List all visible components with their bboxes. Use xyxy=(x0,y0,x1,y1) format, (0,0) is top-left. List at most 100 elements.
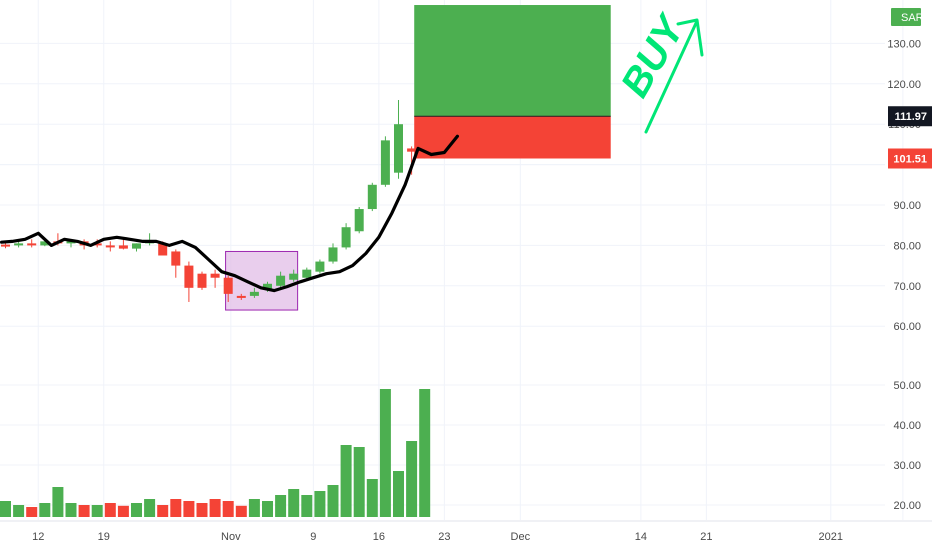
volume-tick-label: 40.00 xyxy=(893,420,921,432)
candle-body xyxy=(92,243,102,246)
volume-bar xyxy=(65,503,77,517)
candle-body xyxy=(236,295,246,298)
volume-bar xyxy=(288,489,300,517)
volume-bar xyxy=(248,499,260,517)
candle-body xyxy=(66,241,76,244)
candle-body xyxy=(354,209,364,232)
price-tick-label: 60.00 xyxy=(893,321,921,333)
volume-bar xyxy=(13,505,25,517)
time-tick-label: 2021 xyxy=(819,531,843,543)
volume-bar xyxy=(379,389,391,517)
price-tick-label: 120.00 xyxy=(887,79,921,91)
volume-bar xyxy=(275,495,287,517)
candle-body xyxy=(210,273,220,278)
grid xyxy=(0,0,904,520)
candle-body xyxy=(158,243,168,256)
time-tick-label: 9 xyxy=(310,531,316,543)
volume-bar xyxy=(314,491,326,517)
price-marker-label: 111.97 xyxy=(895,111,927,123)
candle-body xyxy=(249,291,259,296)
price-marker xyxy=(888,106,932,127)
candle-body xyxy=(263,283,272,290)
volume-bar xyxy=(91,505,103,517)
volume-bar xyxy=(183,501,195,517)
long-position-tool[interactable] xyxy=(414,5,611,159)
price-marker xyxy=(888,148,932,169)
volume-bar xyxy=(222,501,234,517)
position-profit-zone xyxy=(414,5,611,117)
candle-body xyxy=(105,245,115,248)
time-tick-label: 21 xyxy=(700,531,712,543)
volume-bar xyxy=(52,487,64,517)
volume-bar xyxy=(406,441,418,517)
candle-body xyxy=(380,140,390,185)
volume-tick-label: 50.00 xyxy=(893,380,921,392)
price-tick-label: 90.00 xyxy=(893,200,921,212)
price-tick-label: 70.00 xyxy=(893,281,921,293)
symbol-badge-label: SAR xyxy=(901,12,924,24)
volume-bar xyxy=(340,445,352,517)
volume-bar xyxy=(39,503,51,517)
candle-body xyxy=(302,269,312,278)
volume-bar xyxy=(209,499,221,517)
candle-body xyxy=(184,265,194,288)
volume-bar xyxy=(262,501,273,517)
candle-body xyxy=(289,273,299,280)
candle-body xyxy=(328,247,338,262)
candle-body xyxy=(197,273,207,288)
volume-bar xyxy=(366,479,378,517)
volume-tick-label: 20.00 xyxy=(893,500,921,512)
time-tick-label: 14 xyxy=(635,531,647,543)
price-axis[interactable]: 130.00120.00110.0090.0080.0070.0060.0050… xyxy=(887,38,932,512)
volume-bar xyxy=(144,499,156,517)
volume-bar xyxy=(393,471,404,517)
time-tick-label: 19 xyxy=(98,531,110,543)
volume-bar xyxy=(0,501,11,517)
volume-bar xyxy=(327,485,339,517)
moving-average-layer xyxy=(0,134,459,293)
candle-body xyxy=(315,261,325,272)
time-tick-label: 23 xyxy=(438,531,450,543)
candle-body xyxy=(118,245,128,249)
candle-body xyxy=(132,243,141,249)
buy-annotation: BUY xyxy=(613,6,704,134)
volume-bar xyxy=(26,507,38,517)
price-tick-label: 80.00 xyxy=(893,240,921,252)
candle-body xyxy=(394,124,403,173)
candlesticks xyxy=(1,99,456,302)
time-axis[interactable]: 12 19 Nov 9 16 23 Dec 14 21 2021 xyxy=(0,520,932,543)
volume-tick-label: 30.00 xyxy=(893,460,921,472)
volume-bar xyxy=(301,495,313,517)
candle-body xyxy=(27,243,37,246)
price-marker-label: 101.51 xyxy=(893,153,927,165)
time-tick-label: Nov xyxy=(221,531,241,543)
volume-bar xyxy=(78,505,90,517)
candle-body xyxy=(407,148,417,152)
volume-bar xyxy=(170,499,182,517)
moving-average-line xyxy=(0,134,459,293)
time-tick-label: 16 xyxy=(373,531,385,543)
symbol-badge xyxy=(891,8,921,26)
volume-bar xyxy=(104,503,116,517)
candle-body xyxy=(40,241,50,246)
price-tick-label: 130.00 xyxy=(887,38,921,50)
symbol-badge-layer: SAR xyxy=(891,8,924,26)
volume-bar xyxy=(196,503,208,517)
candle-body xyxy=(223,277,233,294)
volume-bar xyxy=(117,505,129,517)
time-tick-label: 12 xyxy=(32,531,44,543)
highlight-box-layer xyxy=(225,250,299,311)
candle-body xyxy=(276,275,286,286)
candle-body xyxy=(171,251,181,266)
volume-bar xyxy=(157,505,169,517)
volume-bar xyxy=(235,505,247,517)
volume-bars xyxy=(0,389,431,517)
candle-body xyxy=(1,244,10,247)
time-tick-label: Dec xyxy=(511,531,531,543)
buy-arrow-shaft xyxy=(644,19,699,134)
candle-body xyxy=(367,184,377,210)
candle-body xyxy=(341,227,351,248)
volume-bar xyxy=(419,389,431,517)
candle-body xyxy=(14,243,24,246)
